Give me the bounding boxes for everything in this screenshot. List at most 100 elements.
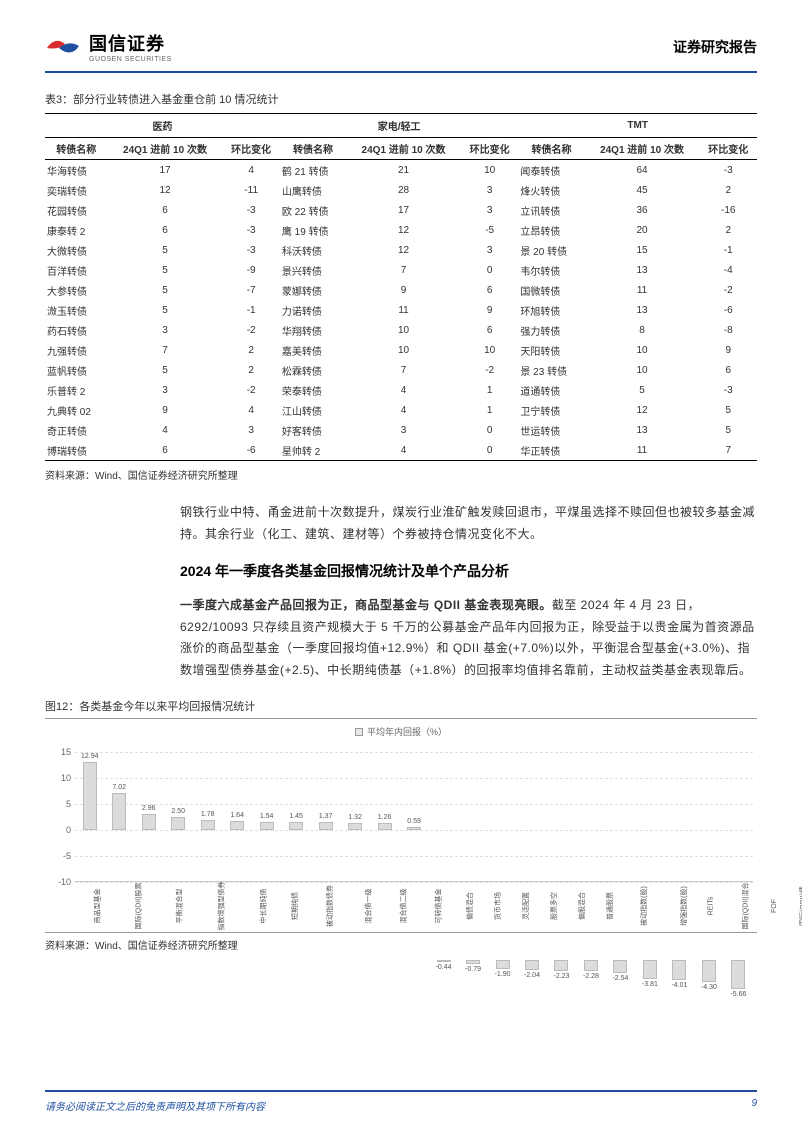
column-header: 24Q1 进前 10 次数 — [108, 138, 223, 160]
page-footer: 请务必阅读正文之后的免责声明及其项下所有内容 9 — [45, 1090, 757, 1113]
table-cell: 大微转债 — [45, 240, 108, 260]
table-cell: 12 — [108, 180, 223, 200]
table-cell: 立昂转债 — [518, 220, 584, 240]
company-name-en: GUOSEN SECURITIES — [89, 56, 172, 63]
chart-bar — [112, 793, 126, 830]
bar-value-label: -3.81 — [642, 981, 658, 988]
group-header: 家电/轻工 — [280, 114, 519, 138]
table-cell: 嘉美转债 — [280, 340, 346, 360]
table-row: 花园转债6-3欧 22 转债173立讯转债36-16 — [45, 200, 757, 220]
table-cell: -6 — [222, 440, 279, 461]
table-cell: 9 — [108, 400, 223, 420]
table-cell: 5 — [108, 300, 223, 320]
bar-value-label: -2.28 — [583, 973, 599, 980]
table-row: 大微转债5-3科沃转债123景 20 转债15-1 — [45, 240, 757, 260]
column-header: 24Q1 进前 10 次数 — [346, 138, 461, 160]
table-row: 蓝帆转债52松霖转债7-2景 23 转债106 — [45, 360, 757, 380]
table-cell: 13 — [585, 300, 700, 320]
table-row: 溦玉转债5-1力诺转债119环旭转债13-6 — [45, 300, 757, 320]
table-cell: 1 — [461, 380, 518, 400]
table-cell: 天阳转债 — [518, 340, 584, 360]
company-name-cn: 国信证券 — [89, 30, 172, 56]
column-header: 转债名称 — [280, 138, 346, 160]
table-cell: 12 — [585, 400, 700, 420]
table-cell: 山鹰转债 — [280, 180, 346, 200]
chart-bar — [230, 821, 244, 830]
table-cell: 博瑞转债 — [45, 440, 108, 461]
section-heading: 2024 年一季度各类基金回报情况统计及单个产品分析 — [180, 561, 757, 581]
table-cell: 12 — [346, 240, 461, 260]
table-cell: -5 — [461, 220, 518, 240]
table-row: 药石转债3-2华翔转债106强力转债8-8 — [45, 320, 757, 340]
bar-value-label: -4.01 — [671, 982, 687, 989]
table-cell: 10 — [346, 320, 461, 340]
table-cell: 10 — [585, 360, 700, 380]
table-cell: 5 — [108, 240, 223, 260]
bar-value-label: -5.66 — [730, 991, 746, 998]
table-cell: 9 — [699, 340, 757, 360]
table-cell: 力诺转债 — [280, 300, 346, 320]
chart-bar — [643, 960, 657, 980]
table-cell: 江山转债 — [280, 400, 346, 420]
table-cell: 6 — [108, 220, 223, 240]
table-cell: 0 — [461, 420, 518, 440]
table-cell: 6 — [461, 320, 518, 340]
bar-value-label: -2.54 — [612, 975, 628, 982]
table-cell: 4 — [346, 400, 461, 420]
table-cell: 10 — [461, 160, 518, 181]
y-axis-label: -10 — [49, 877, 71, 887]
table-cell: 立讯转债 — [518, 200, 584, 220]
table-cell: 卫宁转债 — [518, 400, 584, 420]
table-cell: 华海转债 — [45, 160, 108, 181]
table-cell: 环旭转债 — [518, 300, 584, 320]
table-cell: 36 — [585, 200, 700, 220]
table-cell: -1 — [222, 300, 279, 320]
table-cell: 17 — [108, 160, 223, 181]
table-cell: 强力转债 — [518, 320, 584, 340]
table-row: 大参转债5-7蒙娜转债96国微转债11-2 — [45, 280, 757, 300]
table-cell: 国微转债 — [518, 280, 584, 300]
table-cell: 3 — [222, 420, 279, 440]
table-row: 博瑞转债6-6星帅转 240华正转债117 — [45, 440, 757, 461]
chart-bar — [83, 762, 97, 829]
table-cell: 景兴转债 — [280, 260, 346, 280]
chart-bar — [554, 960, 568, 972]
bar-value-label: -0.44 — [436, 964, 452, 971]
table3: 医药 家电/轻工 TMT 转债名称24Q1 进前 10 次数环比变化转债名称24… — [45, 113, 757, 461]
table-cell: 景 23 转债 — [518, 360, 584, 380]
group-header: 医药 — [45, 114, 280, 138]
table-cell: -16 — [699, 200, 757, 220]
column-header: 转债名称 — [45, 138, 108, 160]
bar-value-label: 1.45 — [289, 813, 303, 820]
bar-value-label: 1.78 — [201, 811, 215, 818]
group-header: TMT — [518, 114, 757, 138]
table-cell: 2 — [222, 360, 279, 380]
figure12-source: 资料来源：Wind、国信证券经济研究所整理 — [45, 932, 757, 952]
table-cell: 8 — [585, 320, 700, 340]
chart-bar — [260, 822, 274, 830]
table-cell: 鹤 21 转债 — [280, 160, 346, 181]
table-cell: -7 — [222, 280, 279, 300]
table-cell: 3 — [461, 240, 518, 260]
table-row: 奇正转债43好客转债30世运转债135 — [45, 420, 757, 440]
table3-source: 资料来源：Wind、国信证券经济研究所整理 — [45, 467, 757, 482]
table-cell: -3 — [699, 160, 757, 181]
bar-value-label: 2.50 — [171, 808, 185, 815]
table-cell: -8 — [699, 320, 757, 340]
table-cell: 2 — [699, 220, 757, 240]
chart-bar — [613, 960, 627, 973]
bar-value-label: 12.94 — [81, 753, 99, 760]
table-cell: 奇正转债 — [45, 420, 108, 440]
bar-value-label: -4.30 — [701, 984, 717, 991]
table-cell: 0 — [461, 440, 518, 461]
bar-value-label: 0.59 — [407, 818, 421, 825]
column-header: 环比变化 — [699, 138, 757, 160]
table-cell: -6 — [699, 300, 757, 320]
y-axis-label: -5 — [49, 851, 71, 861]
table-cell: -2 — [699, 280, 757, 300]
table-cell: 4 — [346, 380, 461, 400]
table-cell: 华翔转债 — [280, 320, 346, 340]
table-row: 华海转债174鹤 21 转债2110闻泰转债64-3 — [45, 160, 757, 181]
page-number: 9 — [751, 1098, 757, 1113]
table-cell: 9 — [461, 300, 518, 320]
